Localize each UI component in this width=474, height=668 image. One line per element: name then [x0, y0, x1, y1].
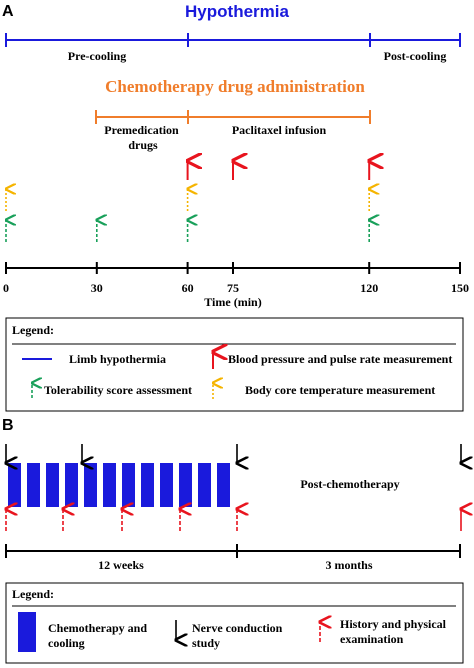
legend-history-line2: examination	[340, 632, 404, 646]
legend-temperature: Body core temperature measurement	[245, 383, 435, 397]
time-tick-label: 150	[451, 281, 469, 295]
time-tick-label: 75	[227, 281, 239, 295]
time-axis-ticks: 0 30 60 75 120 150	[3, 262, 469, 295]
chemo-block	[65, 463, 78, 507]
legend-limb-hypothermia: Limb hypothermia	[69, 352, 166, 366]
pre-cooling-label: Pre-cooling	[68, 49, 126, 63]
premedication-line1: Premedication	[104, 123, 179, 137]
legend-history-label: History and physical examination	[340, 617, 449, 646]
legend-a: Legend: Limb hypothermia Blood pressure …	[5, 317, 464, 412]
premedication-line2: drugs	[128, 138, 158, 152]
time-axis-title: Time (min)	[204, 295, 261, 309]
chemo-block	[103, 463, 116, 507]
measurement-arrows	[6, 161, 369, 242]
legend-history-line1: History and physical	[340, 617, 447, 631]
panel-b-label: B	[2, 417, 14, 434]
chemo-drug-bar	[95, 110, 371, 124]
chemo-block	[217, 463, 230, 507]
legend-chemo-line1: Chemotherapy and	[48, 621, 147, 635]
legend-tolerability: Tolerability score assessment	[44, 383, 192, 397]
period-axis	[5, 544, 461, 558]
chemo-block	[84, 463, 97, 507]
hypothermia-bar	[5, 33, 461, 47]
history-exam-arrows	[6, 509, 461, 531]
panel-a-label: A	[2, 3, 14, 20]
legend-nerve-label: Nerve conduction study	[192, 621, 285, 650]
time-tick-label: 0	[3, 281, 9, 295]
time-tick-label: 60	[182, 281, 194, 295]
legend-b: Legend: Chemotherapy and cooling Nerve c…	[5, 582, 464, 664]
chemo-drug-title: Chemotherapy drug administration	[105, 77, 365, 96]
chemo-block	[160, 463, 173, 507]
legend-chemo-line2: cooling	[48, 636, 85, 650]
legend-b-title: Legend:	[12, 587, 54, 601]
chemo-block	[141, 463, 154, 507]
paclitaxel-label: Paclitaxel infusion	[232, 123, 327, 137]
legend-bp: Blood pressure and pulse rate measuremen…	[228, 352, 452, 366]
time-tick-label: 120	[360, 281, 378, 295]
legend-chemo-block-icon	[18, 612, 36, 652]
chemo-block	[27, 463, 40, 507]
period-months-label: 3 months	[325, 558, 372, 572]
post-chemotherapy-label: Post-chemotherapy	[300, 477, 399, 491]
legend-nerve-line2: study	[192, 636, 220, 650]
legend-nerve-line1: Nerve conduction	[192, 621, 283, 635]
nerve-conduction-arrows	[6, 444, 461, 463]
legend-a-title: Legend:	[12, 323, 54, 337]
time-tick-label: 30	[91, 281, 103, 295]
premedication-label: Premedication drugs	[104, 123, 181, 152]
chemo-blocks	[8, 463, 230, 507]
chemo-block	[198, 463, 211, 507]
period-weeks-label: 12 weeks	[98, 558, 144, 572]
chemo-block	[8, 463, 21, 507]
legend-chemo-label: Chemotherapy and cooling	[48, 621, 150, 650]
hypothermia-title: Hypothermia	[185, 2, 289, 21]
chemo-block	[46, 463, 59, 507]
post-cooling-label: Post-cooling	[384, 49, 447, 63]
chemo-block	[179, 463, 192, 507]
chemo-block	[122, 463, 135, 507]
